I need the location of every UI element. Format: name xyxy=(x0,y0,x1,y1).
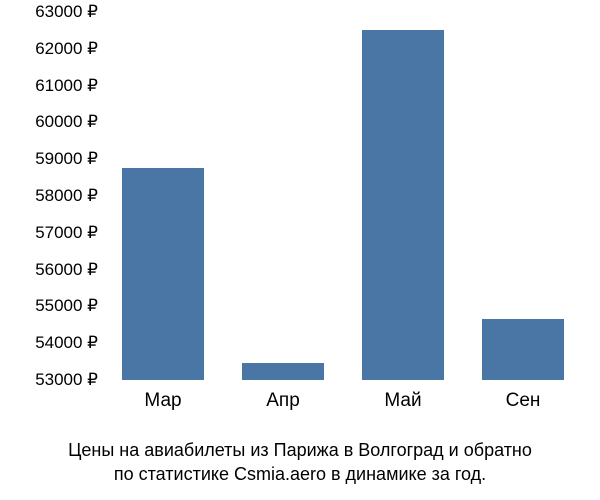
y-tick-label: 61000 ₽ xyxy=(0,76,98,96)
x-axis: Мар Апр Май Сен xyxy=(103,386,583,416)
caption-line-2: по статистике Csmia.aero в динамике за г… xyxy=(114,464,486,484)
x-tick-label: Сен xyxy=(506,390,541,412)
y-tick-label: 59000 ₽ xyxy=(0,149,98,169)
x-tick-label: Мар xyxy=(144,390,181,412)
y-axis: 53000 ₽54000 ₽55000 ₽56000 ₽57000 ₽58000… xyxy=(0,0,98,380)
y-tick-label: 53000 ₽ xyxy=(0,370,98,390)
x-tick-label: Май xyxy=(384,390,421,412)
y-tick-label: 57000 ₽ xyxy=(0,223,98,243)
caption-line-1: Цены на авиабилеты из Парижа в Волгоград… xyxy=(68,440,532,460)
chart-caption: Цены на авиабилеты из Парижа в Волгоград… xyxy=(0,438,600,487)
bar xyxy=(362,30,444,380)
bar xyxy=(482,319,564,380)
y-tick-label: 55000 ₽ xyxy=(0,296,98,316)
y-tick-label: 60000 ₽ xyxy=(0,112,98,132)
y-tick-label: 58000 ₽ xyxy=(0,186,98,206)
y-tick-label: 54000 ₽ xyxy=(0,333,98,353)
y-tick-label: 63000 ₽ xyxy=(0,2,98,22)
y-tick-label: 56000 ₽ xyxy=(0,260,98,280)
plot-area xyxy=(103,12,583,380)
price-chart: 53000 ₽ 54000 ₽ 55000 ₽ 56000 ₽ 57000 ₽ 58000… xyxy=(0,0,600,430)
bar xyxy=(242,363,324,380)
x-tick-label: Апр xyxy=(266,390,300,412)
bar xyxy=(122,168,204,380)
y-tick-label: 62000 ₽ xyxy=(0,39,98,59)
